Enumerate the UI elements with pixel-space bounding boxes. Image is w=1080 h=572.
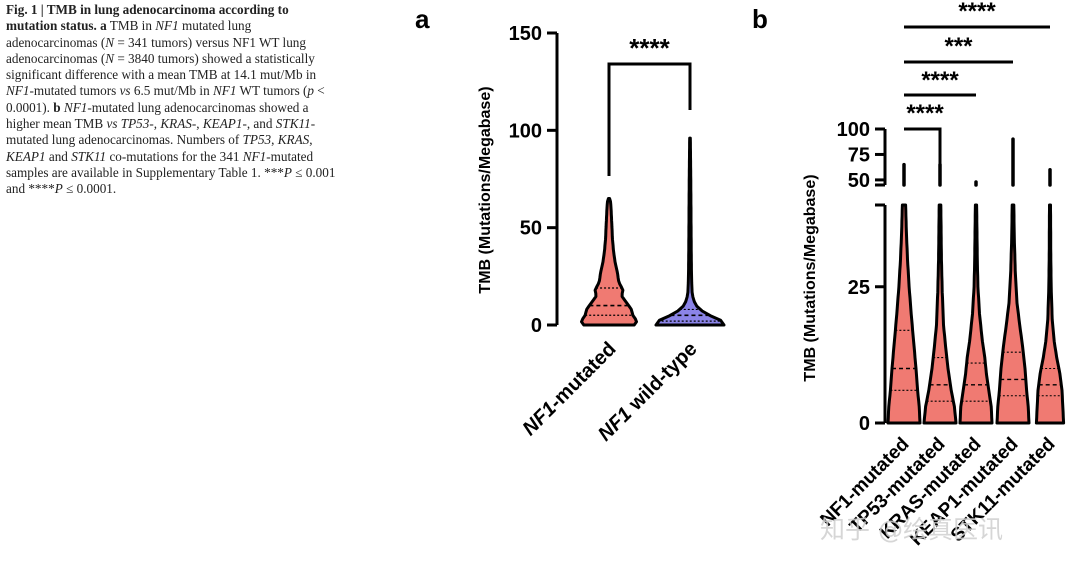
caption-segment: < 0.0001). xyxy=(6,83,325,115)
caption-segment: -, and xyxy=(242,116,276,132)
caption-segment: mutated lung adenocarcinomas ( xyxy=(6,18,252,50)
significance-label: *** xyxy=(944,33,973,60)
caption-segment: , xyxy=(271,132,278,148)
caption-segment: and xyxy=(45,148,72,164)
caption-segment: -mutated lung adenocarcinomas. Numbers o… xyxy=(6,116,316,148)
violin-stk11-mutated xyxy=(1034,203,1066,425)
y-tick-label: 0 xyxy=(859,413,870,435)
violin-tp53-mutated xyxy=(922,203,958,425)
caption-segment: -mutated lung adenocarcinomas showed a h… xyxy=(6,99,309,132)
figure-caption: Fig. 1 | TMB in lung adenocarcinoma acco… xyxy=(6,2,338,198)
y-tick-label: 50 xyxy=(520,218,542,240)
violin-nf1-mutated xyxy=(580,197,638,327)
y-axis-label: TMB (Mutations/Megabase) xyxy=(802,174,819,381)
y-axis-label: TMB (Mutations/Megabase) xyxy=(477,86,494,293)
caption-segment: TP53 xyxy=(242,132,272,148)
caption-segment: -, xyxy=(191,116,203,132)
caption-segment: TMB in xyxy=(106,18,156,34)
caption-segment: NF1 xyxy=(63,99,88,115)
caption-segment: b xyxy=(53,99,61,115)
caption-segment: P xyxy=(283,164,292,180)
panel-label-a: a xyxy=(415,4,430,34)
caption-segment: KEAP1 xyxy=(202,116,243,132)
caption-segment: STK11 xyxy=(275,116,311,132)
violin-nf1-wild-type xyxy=(654,136,726,327)
y-tick-label: 100 xyxy=(509,120,542,142)
caption-segment: NF1 xyxy=(6,83,30,99)
caption-segment: -mutated tumors xyxy=(29,83,120,99)
panel-label-b: b xyxy=(752,4,768,34)
significance-bracket xyxy=(607,62,692,176)
caption-segment: ≤ 0.0001. xyxy=(62,181,117,197)
caption-segment: WT tumors ( xyxy=(236,83,308,99)
caption-segment: NF1 xyxy=(242,148,267,164)
caption-segment: -mutated samples are available in Supple… xyxy=(6,148,314,180)
caption-segment: P xyxy=(54,181,63,197)
caption-segment: vs xyxy=(119,83,131,99)
x-tick-label-rest: -mutated xyxy=(545,338,620,413)
significance-label: **** xyxy=(906,100,944,127)
y-tick-label: 75 xyxy=(848,144,870,166)
watermark: 知乎 @绘真医讯 xyxy=(820,515,1003,544)
caption-segment: p xyxy=(307,83,314,99)
significance-label: **** xyxy=(958,0,996,25)
y-tick-label: 50 xyxy=(848,170,870,192)
y-tick-label: 0 xyxy=(531,315,542,337)
x-tick-label-rest: wild-type xyxy=(621,338,702,419)
caption-segment: KEAP1 xyxy=(6,148,46,164)
violin-kras-mutated xyxy=(958,203,994,425)
caption-segment: 6.5 mut/Mb in xyxy=(130,83,213,99)
caption-segment: , xyxy=(309,132,313,148)
significance-label: **** xyxy=(921,67,959,94)
y-tick-label: 25 xyxy=(848,277,870,299)
caption-segment: KRAS xyxy=(160,116,192,132)
caption-segment: NF1 xyxy=(213,83,237,99)
caption-segment: -, xyxy=(149,116,161,132)
caption-segment: Fig. 1 | TMB in lung adenocarcinoma acco… xyxy=(6,2,289,34)
caption-segment: = 3840 tumors) showed a statistically si… xyxy=(6,50,317,83)
caption-segment: NF1 xyxy=(155,18,179,34)
violin-keap1-mutated xyxy=(995,203,1031,425)
caption-segment: TP53 xyxy=(120,116,150,132)
caption-segment: N xyxy=(105,34,115,50)
caption-segment: co-mutations for the 341 xyxy=(106,148,243,164)
significance-bracket xyxy=(904,127,942,183)
caption-segment: = 341 tumors) versus NF1 WT lung adenoca… xyxy=(6,34,306,66)
caption-segment: vs xyxy=(106,116,118,132)
y-tick-label: 150 xyxy=(509,23,542,45)
caption-segment: a xyxy=(100,18,107,34)
caption-segment: N xyxy=(105,50,115,66)
caption-segment: STK11 xyxy=(71,148,107,164)
y-tick-label: 100 xyxy=(837,119,870,141)
significance-label: **** xyxy=(629,33,670,63)
caption-segment: KRAS xyxy=(277,132,310,148)
caption-segment: ≤ 0.001 and **** xyxy=(6,164,336,197)
